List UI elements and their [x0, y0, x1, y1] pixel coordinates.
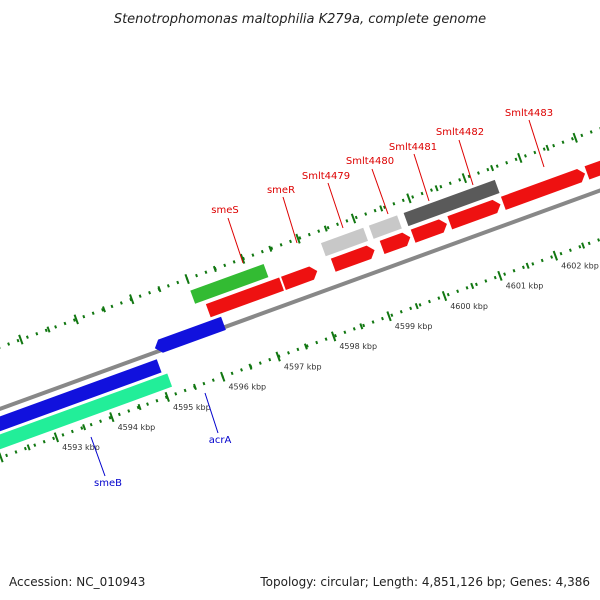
- inner-tick: [193, 383, 197, 391]
- gene-smeB-blue: [0, 359, 162, 436]
- scale-label: 4598 kbp: [339, 342, 377, 351]
- leader-smlt4481: [413, 153, 430, 202]
- scale-label: 4595 kbp: [173, 403, 211, 412]
- inner-tick: [82, 424, 87, 431]
- gene-smeR-arrow: [281, 266, 318, 290]
- label-smeS: smeS: [211, 205, 238, 216]
- scale-label: 4594 kbp: [118, 423, 156, 432]
- scale-label: 4599 kbp: [395, 322, 433, 331]
- outer-tick: [406, 193, 412, 204]
- outer-tick: [323, 225, 328, 232]
- outer-tick: [490, 164, 495, 172]
- inner-tick: [386, 311, 392, 322]
- summary-text: Topology: circular; Length: 4,851,126 bp…: [259, 575, 590, 589]
- leader-smlt4480: [371, 168, 389, 215]
- outer-ruler-ticks: [18, 132, 578, 345]
- outer-tick: [129, 294, 135, 305]
- inner-tick: [497, 270, 503, 281]
- label-smlt4479: Smlt4479: [302, 171, 350, 182]
- gene-smlt4483-arrow: [500, 169, 586, 210]
- gene-acrA-arrow: [154, 316, 226, 353]
- scale-label: 4596 kbp: [228, 383, 266, 392]
- outer-tick: [46, 326, 51, 333]
- outer-tick: [18, 334, 24, 345]
- scale-label: 4600 kbp: [450, 302, 488, 311]
- scale-label: 4602 kbp: [561, 261, 599, 270]
- inner-tick: [470, 282, 475, 290]
- label-smlt4482: Smlt4482: [436, 127, 484, 138]
- leader-smlt4479: [327, 182, 344, 229]
- inner-tick: [220, 371, 226, 382]
- outer-tick: [461, 173, 468, 184]
- inner-tick: [26, 444, 31, 451]
- outer-ruler-dots: [0, 113, 600, 363]
- inner-tick: [359, 323, 364, 330]
- outer-tick: [350, 213, 357, 224]
- label-smlt4483: Smlt4483: [505, 108, 553, 119]
- outer-tick: [545, 144, 550, 152]
- gene-smlt4480-feature: [368, 215, 402, 239]
- inner-tick: [330, 331, 337, 342]
- inner-tick: [248, 363, 253, 370]
- scale-label: 4601 kbp: [506, 282, 544, 291]
- leader-smeB: [90, 436, 106, 477]
- gene-smeB-teal: [0, 373, 173, 452]
- scale-labels: 4593 kbp 4594 kbp 4595 kbp 4596 kbp 4597…: [62, 261, 599, 452]
- scale-label: 4597 kbp: [284, 362, 322, 371]
- gene-smeS-feature: [190, 263, 269, 304]
- leader-smeS: [227, 217, 244, 264]
- gene-smlt4481-feature: [403, 179, 500, 227]
- outer-tick: [102, 306, 106, 313]
- inner-tick: [0, 452, 4, 463]
- outer-tick: [157, 285, 162, 293]
- inner-tick: [414, 302, 419, 310]
- outer-tick: [295, 233, 301, 244]
- outer-tick: [517, 152, 523, 163]
- gene-edge-arrow: [584, 150, 600, 180]
- inner-ruler-dots: [0, 211, 600, 461]
- inner-tick: [109, 412, 115, 423]
- scale-label: 4593 kbp: [62, 443, 100, 452]
- outer-tick: [73, 314, 79, 325]
- inner-tick: [164, 391, 170, 402]
- inner-tick: [525, 262, 530, 269]
- outer-tick: [239, 253, 246, 264]
- label-acrA: acrA: [209, 435, 232, 446]
- leader-smlt4482: [458, 139, 474, 186]
- label-leaders: [90, 119, 545, 477]
- outer-tick: [212, 265, 217, 273]
- inner-tick: [303, 343, 308, 350]
- outer-tick: [268, 245, 273, 252]
- gene-smlt4479-arrow: [330, 245, 375, 272]
- label-smlt4481: Smlt4481: [389, 142, 437, 153]
- gene-smeS-box: [205, 277, 284, 318]
- backbone-line: [0, 174, 600, 418]
- map-title: Stenotrophomonas maltophilia K279a, comp…: [114, 12, 486, 27]
- outer-tick: [434, 185, 439, 192]
- outer-tick: [572, 132, 578, 143]
- label-smeB: smeB: [94, 478, 122, 489]
- gene-smlt4482-arrow: [447, 199, 501, 230]
- inner-tick: [552, 250, 559, 261]
- outer-tick: [379, 205, 384, 212]
- label-smlt4480: Smlt4480: [346, 156, 394, 167]
- gene-smlt4480-arrow: [379, 232, 411, 255]
- inner-tick: [441, 291, 448, 302]
- label-smeR: smeR: [267, 185, 295, 196]
- gene-smlt4481-arrow: [410, 219, 447, 243]
- inner-ruler-ticks: [0, 242, 586, 463]
- leader-smeR: [282, 196, 298, 244]
- accession-text: Accession: NC_010943: [9, 575, 145, 589]
- track-group: 4593 kbp 4594 kbp 4595 kbp 4596 kbp 4597…: [0, 113, 600, 463]
- gene-smlt4479-feature: [320, 227, 369, 257]
- inner-tick: [581, 242, 586, 249]
- inner-tick: [53, 432, 60, 443]
- inner-tick: [137, 403, 142, 411]
- leader-smlt4483: [528, 119, 545, 168]
- outer-tick: [184, 273, 190, 285]
- leader-acrA: [204, 392, 219, 434]
- inner-tick: [275, 351, 281, 362]
